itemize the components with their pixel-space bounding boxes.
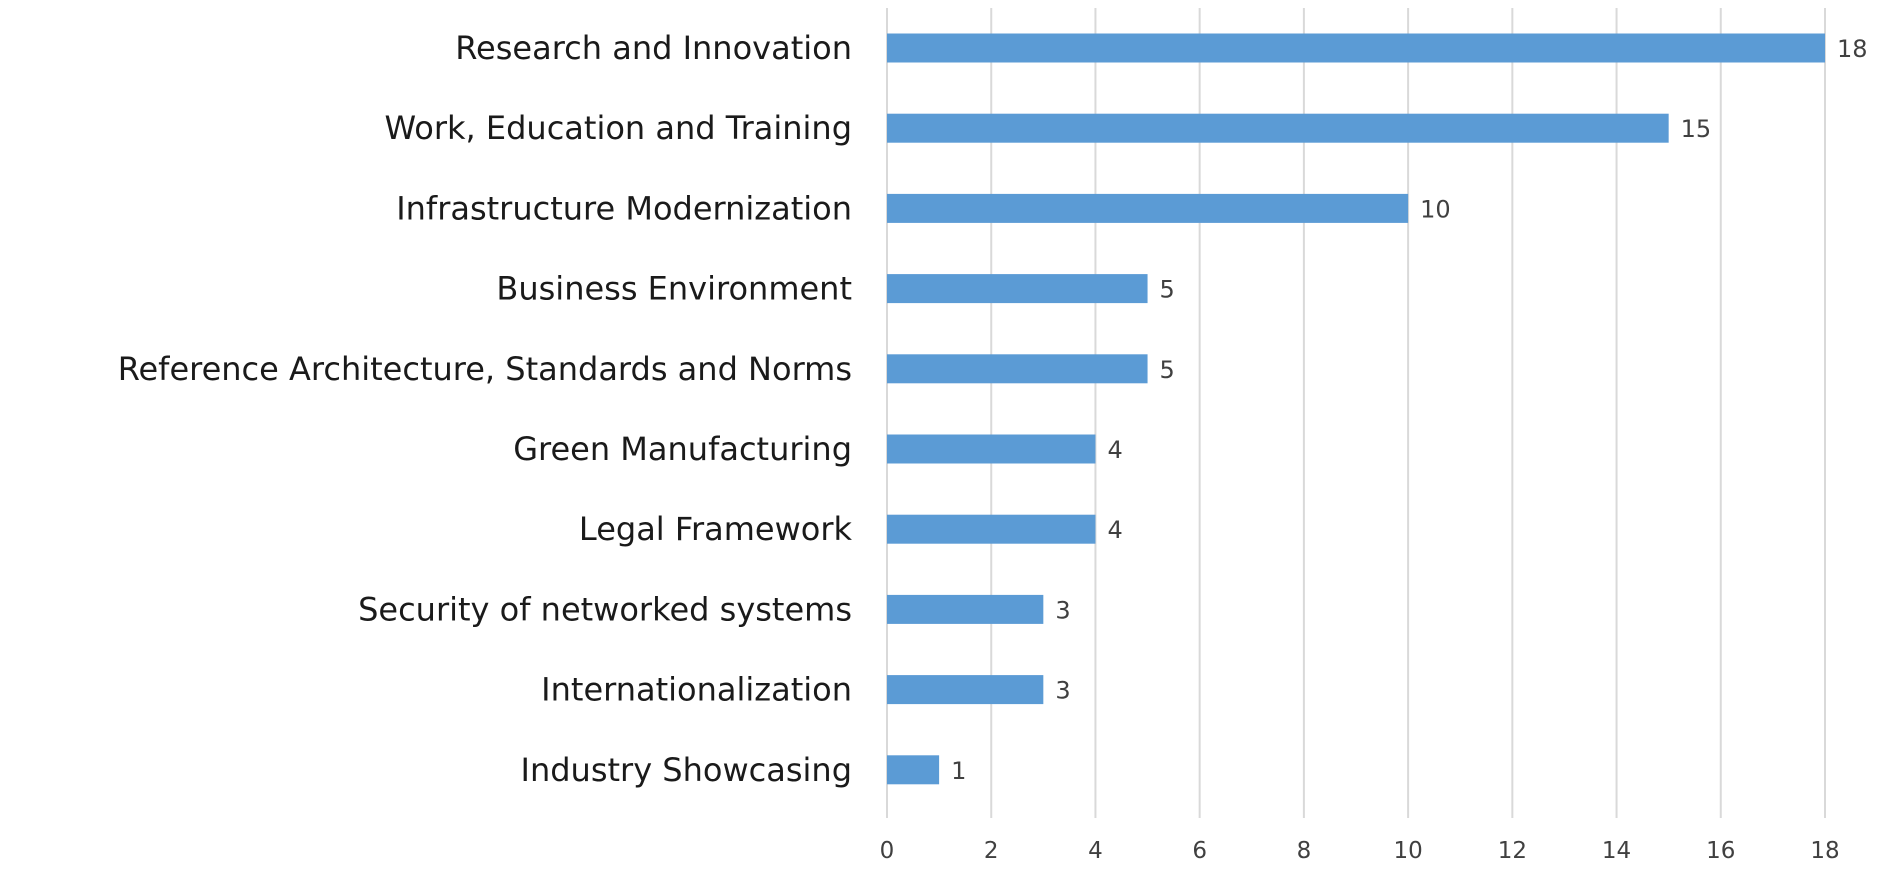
- category-label: Green Manufacturing: [513, 430, 852, 468]
- bar: [887, 755, 940, 785]
- category-label: Internationalization: [541, 671, 852, 709]
- bar: [887, 514, 1096, 544]
- bars: [887, 33, 1825, 785]
- x-tick-label: 10: [1393, 838, 1422, 864]
- category-label: Reference Architecture, Standards and No…: [118, 350, 852, 388]
- gridlines: [886, 8, 1826, 818]
- x-tick-label: 14: [1602, 838, 1631, 864]
- x-tick-label: 2: [984, 838, 999, 864]
- data-label: 15: [1681, 115, 1712, 143]
- bar: [887, 675, 1044, 705]
- category-label: Infrastructure Modernization: [396, 189, 852, 227]
- data-label: 18: [1837, 35, 1868, 63]
- data-label: 3: [1055, 596, 1070, 624]
- data-label: 5: [1160, 276, 1175, 304]
- bar: [887, 113, 1669, 143]
- category-labels: Research and Innovation Work, Education a…: [118, 29, 853, 789]
- category-label: Business Environment: [496, 270, 852, 308]
- bar: [887, 274, 1148, 304]
- category-label: Work, Education and Training: [385, 109, 853, 147]
- x-tick-label: 8: [1297, 838, 1312, 864]
- data-label: 10: [1420, 195, 1451, 223]
- data-label: 1: [951, 757, 966, 785]
- value-labels: 18 15 10 5 5 4 4 3 3 1: [951, 35, 1867, 785]
- x-tick-label: 12: [1498, 838, 1527, 864]
- x-tick-label: 6: [1192, 838, 1207, 864]
- bar: [887, 594, 1044, 624]
- data-label: 3: [1055, 677, 1070, 705]
- category-label: Legal Framework: [579, 510, 853, 548]
- data-label: 4: [1107, 436, 1122, 464]
- x-axis-ticks: 0 2 4 6 8 10 12 14 16 18: [880, 838, 1840, 864]
- bar: [887, 354, 1148, 384]
- category-label: Security of networked systems: [358, 590, 852, 628]
- category-label: Industry Showcasing: [521, 751, 853, 789]
- x-tick-label: 16: [1706, 838, 1735, 864]
- bar: [887, 193, 1409, 223]
- x-tick-label: 4: [1088, 838, 1103, 864]
- x-tick-label: 0: [880, 838, 895, 864]
- bar: [887, 434, 1096, 464]
- data-label: 4: [1107, 516, 1122, 544]
- data-label: 5: [1160, 356, 1175, 384]
- x-tick-label: 18: [1810, 838, 1839, 864]
- bar: [887, 33, 1825, 63]
- category-label: Research and Innovation: [455, 29, 852, 67]
